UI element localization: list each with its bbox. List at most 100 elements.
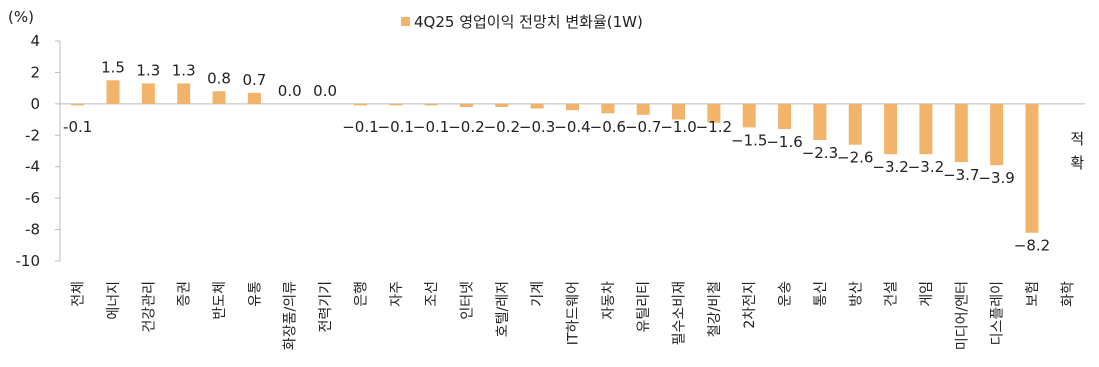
- category-label: 운송: [778, 281, 794, 307]
- bar: [459, 103, 473, 107]
- y-axis-unit: (%): [8, 8, 34, 26]
- legend-swatch: [401, 17, 410, 26]
- data-label: −0.2: [484, 118, 520, 136]
- bar: [636, 103, 650, 115]
- data-label: −3.9: [978, 169, 1014, 187]
- data-label: −1.6: [766, 133, 802, 151]
- bar: [1025, 103, 1039, 233]
- bar: [707, 103, 721, 123]
- bar: [495, 103, 509, 107]
- category-label: 자동차: [601, 281, 617, 320]
- category-label: 조선: [424, 281, 440, 307]
- y-tick-label: -6: [25, 189, 40, 207]
- y-tick-label: -8: [25, 221, 40, 239]
- data-label: −1.2: [696, 118, 732, 136]
- y-tick-label: 4: [30, 32, 40, 50]
- category-label: 자주: [389, 281, 405, 307]
- bar: [353, 103, 367, 106]
- bar: [177, 83, 191, 104]
- category-label: 전력기기: [318, 281, 334, 333]
- category-label: 은행: [353, 281, 369, 307]
- data-label: −0.1: [378, 118, 414, 136]
- bar: [106, 80, 120, 104]
- data-label: −3.2: [908, 158, 944, 176]
- data-label: −1.5: [731, 131, 767, 149]
- y-axis: 4 2 0 -2 -4 -6 -8 -10: [16, 32, 1085, 270]
- category-label: 기계: [530, 281, 546, 307]
- bar: [919, 103, 933, 155]
- legend-label: 4Q25 영업이익 전망치 변화율(1W): [414, 13, 643, 31]
- y-tick-label: 0: [30, 95, 40, 113]
- data-label: −0.3: [519, 118, 555, 136]
- category-label: 필수소비재: [672, 281, 688, 345]
- bar: [884, 103, 898, 155]
- category-label: 인터넷: [459, 281, 475, 320]
- data-label: −3.2: [872, 158, 908, 176]
- bar: [530, 103, 544, 109]
- data-label: -0.1: [63, 118, 92, 136]
- data-label: 0.0: [313, 82, 337, 100]
- data-label: −0.1: [342, 118, 378, 136]
- data-labels: -0.11.5 1.3 1.3 0.8 0.70.0 0.0−0.1−0.1−0.1−0.…: [63, 58, 1084, 254]
- bar: [247, 92, 261, 104]
- category-label: 전체: [71, 281, 87, 307]
- data-label: 0.8: [207, 69, 231, 87]
- data-label: −8.2: [1014, 237, 1050, 255]
- data-label: −2.6: [837, 149, 873, 167]
- data-label: −0.7: [625, 118, 661, 136]
- category-label: 에너지: [106, 281, 122, 320]
- category-label: 건설: [884, 281, 900, 307]
- bars: [71, 80, 1039, 233]
- data-label: −0.2: [448, 118, 484, 136]
- bar: [990, 103, 1004, 166]
- category-label: 호텔/레저: [495, 281, 511, 337]
- category-label: 반도체: [212, 281, 228, 320]
- bar: [848, 103, 862, 145]
- category-label: 2차전지: [742, 281, 758, 329]
- bar: [778, 103, 792, 129]
- data-label: −1.0: [660, 118, 696, 136]
- bar: [212, 91, 226, 104]
- category-label: 화학: [1060, 281, 1076, 307]
- bar: [141, 83, 155, 104]
- category-label: 유통: [247, 281, 263, 307]
- data-label: −0.4: [554, 118, 590, 136]
- y-tick-label: 2: [30, 63, 40, 81]
- category-label: 게임: [919, 281, 935, 307]
- category-label: 방산: [848, 281, 864, 307]
- category-label: 유틸리티: [636, 281, 652, 333]
- y-tick-label: -10: [16, 252, 41, 270]
- bar: [954, 103, 968, 162]
- bar: [566, 103, 579, 111]
- category-label: IT하드웨어: [566, 281, 582, 345]
- legend: 4Q25 영업이익 전망치 변화율(1W): [401, 13, 643, 31]
- category-label: 화장품/의류: [283, 281, 299, 350]
- data-label: −2.3: [802, 144, 838, 162]
- data-label: −3.7: [943, 166, 979, 184]
- data-label: −0.6: [590, 118, 626, 136]
- data-label: 0.0: [278, 82, 302, 100]
- bar: [672, 103, 686, 120]
- bar: [601, 103, 615, 114]
- data-label: 적: [1070, 130, 1084, 148]
- data-label: −0.1: [413, 118, 449, 136]
- bar: [742, 103, 756, 128]
- data-label: 0.7: [242, 71, 266, 89]
- bar: [71, 103, 85, 106]
- data-label: 확: [1070, 154, 1084, 172]
- category-label: 건강관리: [141, 281, 157, 333]
- category-label: 철강/비철: [707, 281, 723, 337]
- category-label: 증권: [177, 281, 193, 307]
- category-label: 통신: [813, 281, 829, 307]
- data-label: 1.5: [101, 58, 125, 76]
- category-label: 보험: [1025, 281, 1041, 307]
- data-label: 1.3: [136, 61, 160, 79]
- bar: [813, 103, 827, 140]
- category-label: 미디어/엔터: [954, 281, 970, 350]
- y-tick-label: -2: [25, 126, 40, 144]
- category-labels: 전체 에너지 건강관리 증권 반도체 유통 화장품/의류 전력기기 은행 자주 조선 인터넷 호텔/레저…: [71, 281, 1077, 350]
- data-label: 1.3: [172, 61, 196, 79]
- category-label: 디스플레이: [990, 281, 1006, 345]
- y-tick-label: -4: [25, 158, 40, 176]
